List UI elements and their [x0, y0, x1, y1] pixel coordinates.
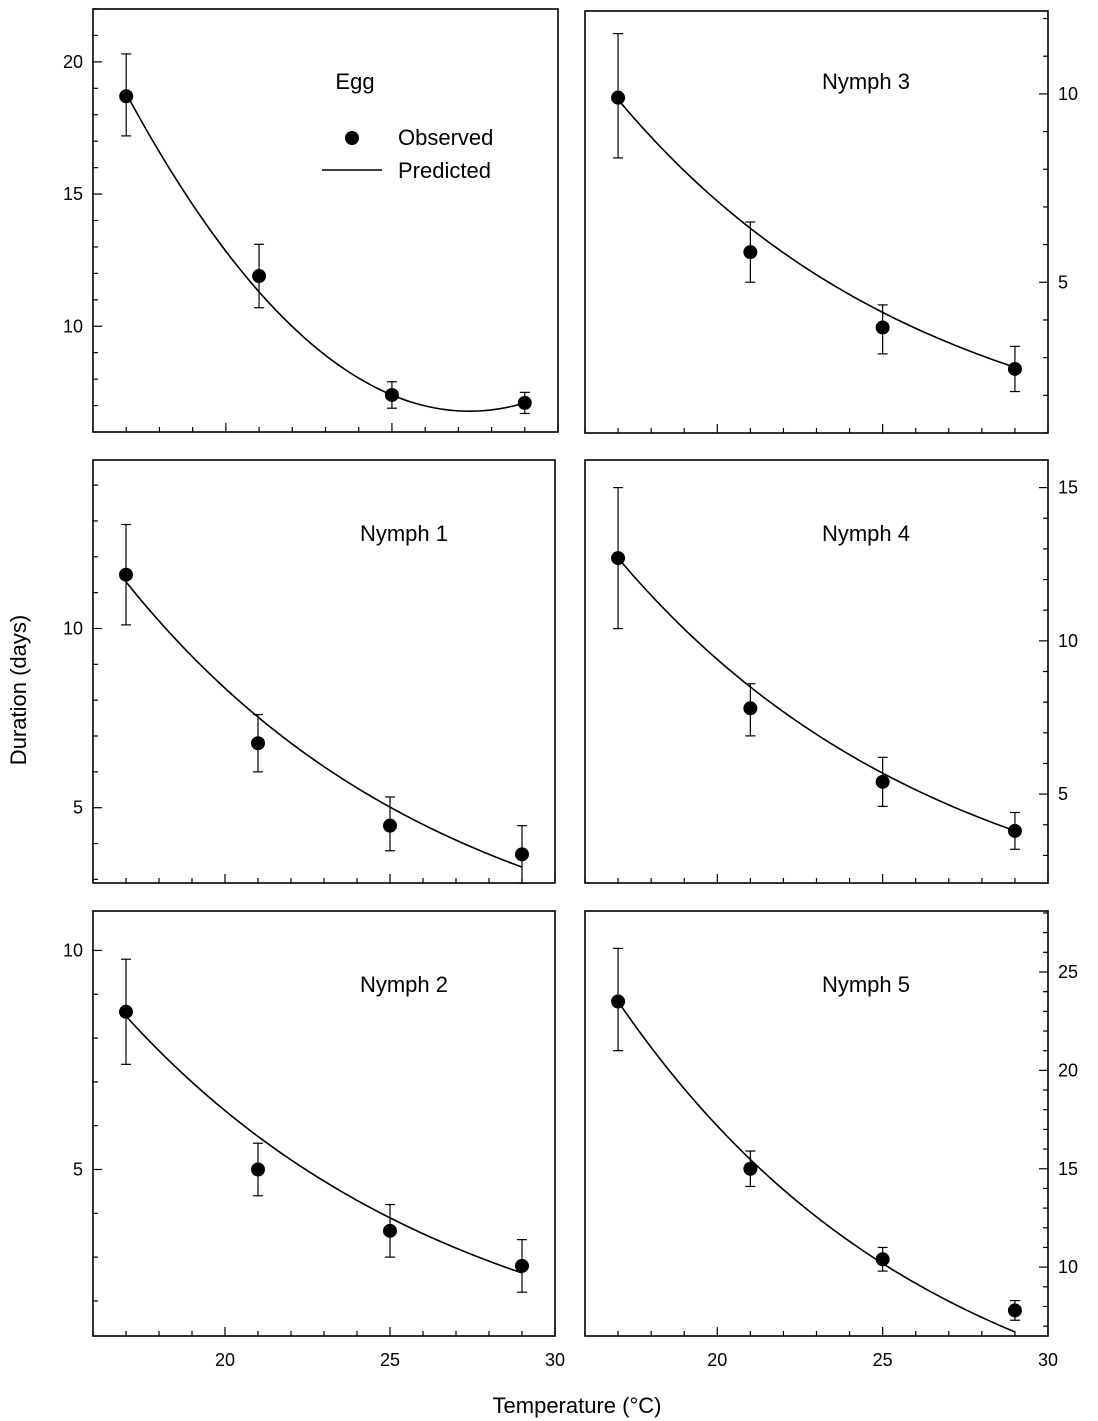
- observed-point: [251, 1162, 265, 1177]
- observed-point: [743, 701, 758, 716]
- x-tick-label: 20: [215, 1350, 235, 1370]
- y-axis-title: Duration (days): [6, 615, 31, 765]
- y-tick-label: 10: [1058, 631, 1078, 651]
- y-tick-label: 10: [63, 316, 83, 336]
- y-tick-label: 20: [63, 52, 83, 72]
- observed-point: [743, 1161, 758, 1176]
- y-tick-label: 15: [1058, 1159, 1078, 1179]
- predicted-curve: [617, 1001, 1016, 1333]
- panel-nymph-1: 5 10 Nymph 1: [63, 459, 556, 884]
- x-tick-label: 20: [707, 1350, 727, 1370]
- plot-frame: [584, 459, 1049, 884]
- observed-point: [611, 994, 626, 1009]
- predicted-curve: [617, 557, 1016, 832]
- predicted-curve: [125, 93, 526, 412]
- observed-point: [515, 847, 529, 862]
- observed-point: [119, 89, 134, 104]
- observed-point: [252, 269, 267, 284]
- observed-point: [611, 90, 626, 105]
- plot-frame: [92, 8, 559, 433]
- y-tick-label: 15: [63, 184, 83, 204]
- observed-point: [875, 1252, 890, 1267]
- legend-predicted-label: Predicted: [398, 158, 491, 183]
- observed-point: [384, 387, 399, 402]
- plot-frame: [584, 10, 1049, 434]
- y-tick-label: 15: [1058, 478, 1078, 498]
- y-tick-label: 5: [1058, 272, 1068, 292]
- predicted-curve: [125, 581, 523, 868]
- y-tick-label: 5: [1058, 784, 1068, 804]
- y-tick-label: 10: [63, 940, 83, 960]
- observed-point: [1007, 1303, 1022, 1318]
- panel-nymph-4: 5 10 15 Nymph 4: [584, 459, 1078, 884]
- panel-title: Egg: [335, 69, 374, 94]
- y-tick-label: 5: [73, 1160, 83, 1180]
- y-tick-label: 10: [63, 618, 83, 638]
- predicted-curve: [125, 1015, 523, 1274]
- observed-point: [383, 1223, 397, 1238]
- plot-frame: [92, 459, 556, 884]
- panel-nymph-2: 20 25 30 5 10 Nymph 2: [63, 910, 565, 1370]
- x-tick-label: 25: [873, 1350, 893, 1370]
- panel-nymph-5: 20 25 30 10 15 20 25 Nymph 5: [584, 910, 1078, 1370]
- observed-point: [875, 320, 890, 335]
- x-tick-label: 25: [380, 1350, 400, 1370]
- panel-title: Nymph 4: [822, 521, 910, 546]
- legend: Observed Predicted: [322, 125, 493, 183]
- panel-title: Nymph 3: [822, 69, 910, 94]
- panel-title: Nymph 5: [822, 972, 910, 997]
- x-axis-title: Temperature (°C): [493, 1393, 662, 1418]
- panel-title: Nymph 2: [360, 972, 448, 997]
- y-tick-label: 5: [73, 798, 83, 818]
- y-tick-label: 10: [1058, 84, 1078, 104]
- panel-title: Nymph 1: [360, 521, 448, 546]
- predicted-curve: [617, 99, 1016, 369]
- y-tick-label: 20: [1058, 1060, 1078, 1080]
- observed-point: [119, 1004, 133, 1019]
- panel-nymph-3: 5 10 Nymph 3: [584, 10, 1078, 434]
- x-tick-label: 30: [1038, 1350, 1058, 1370]
- legend-observed-label: Observed: [398, 125, 493, 150]
- observed-point: [515, 1258, 529, 1273]
- observed-point: [383, 818, 397, 833]
- x-tick-label: 30: [545, 1350, 565, 1370]
- observed-point: [743, 245, 758, 260]
- panel-egg: 10 15 20 Egg: [63, 8, 559, 433]
- observed-point: [1007, 361, 1022, 376]
- y-tick-label: 25: [1058, 962, 1078, 982]
- observed-point: [611, 551, 626, 566]
- legend-observed-marker: [345, 131, 359, 145]
- observed-point: [1007, 823, 1022, 838]
- observed-point: [517, 395, 532, 410]
- plot-frame: [584, 910, 1049, 1337]
- observed-point: [875, 774, 890, 789]
- y-tick-label: 10: [1058, 1257, 1078, 1277]
- plot-frame: [92, 910, 556, 1337]
- observed-point: [251, 736, 265, 751]
- observed-point: [119, 567, 133, 582]
